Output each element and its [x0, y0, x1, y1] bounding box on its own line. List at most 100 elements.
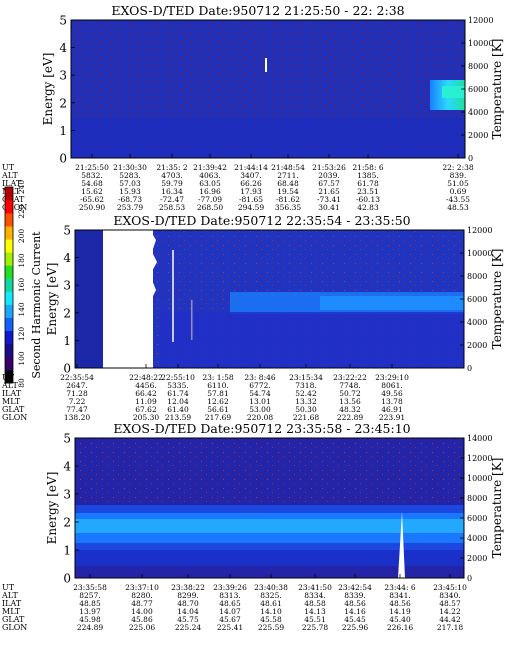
panel-3-row-label: GLON [2, 623, 27, 632]
panel-3-frame [74, 437, 465, 579]
panel-1-cell: -77.09 [198, 195, 222, 204]
panel-1: EXOS-D/TED Date:950712 21:25:50 - 22: 2:… [1, 3, 504, 212]
panel-2-cell: 213.59 [165, 413, 191, 422]
colorbar-segment [5, 356, 13, 371]
panel-2-cell: 23: 8:46 [244, 373, 276, 382]
panel-2-cell: 71.28 [66, 389, 88, 398]
panel-3-y2tick-label: 14000 [467, 434, 492, 443]
panel-3-cell: 45.67 [219, 615, 241, 624]
panel-3-cell: 48.56 [389, 599, 411, 608]
panel-3-ytick-label: 0 [63, 572, 71, 586]
colorbar-tick-label: 180 [17, 253, 26, 268]
panel-2-cell: 61.40 [167, 405, 189, 414]
panel-2-title: EXOS-D/TED Date:950712 22:35:54 - 23:35:… [113, 213, 410, 228]
panel-2-row-label: ALT [1, 381, 18, 390]
panel-2-row-label: GLAT [2, 405, 25, 414]
panel-1-ytick-label: 5 [59, 14, 67, 28]
colorbar-label: Second Harmonic Current [30, 231, 43, 379]
panel-3-ylabel: Energy [eV] [45, 472, 59, 545]
colorbar-segment [5, 226, 13, 240]
panel-2-spike-a [172, 250, 174, 342]
panel-3-y2tick-label: 4000 [467, 534, 487, 543]
panel-1-title: EXOS-D/TED Date:950712 21:25:50 - 22: 2:… [111, 3, 404, 18]
panel-1-cell: 839. [450, 171, 467, 180]
panel-3-cell: 45.98 [79, 615, 101, 624]
panel-2-y2tick-label: 4000 [467, 318, 487, 327]
panel-3-title: EXOS-D/TED Date:950712 23:35:58 - 23:45:… [113, 421, 410, 436]
colorbar-segment [5, 343, 13, 358]
panel-3-ytick-label: 5 [63, 432, 71, 446]
panel-3-ytick-label: 4 [63, 460, 71, 474]
panel-2-cell: 61.74 [167, 389, 189, 398]
panel-2-cell: 12.04 [167, 397, 189, 406]
panel-3-cell: 23:44: 6 [384, 583, 416, 592]
panel-2-cell: 67.62 [135, 405, 157, 414]
panel-3-y2label: Temperature [K] [490, 458, 504, 559]
panel-3-y2tick-label: 8000 [467, 494, 487, 503]
panel-1-y2tick-label: 0 [468, 154, 473, 163]
panel-2-cell: 22:48:22 [129, 373, 163, 382]
panel-1-y2tick-label: 4000 [468, 108, 488, 117]
panel-1-cell: 61.78 [357, 179, 379, 188]
panel-3-cell: 225.24 [175, 623, 201, 632]
panel-1-ytick-label: 2 [59, 96, 67, 110]
panel-2-y2tick-label: 8000 [467, 272, 487, 281]
panel-1-cell: 57.03 [119, 179, 141, 188]
panel-2-ytick-label: 3 [63, 279, 71, 293]
colorbar-segment [5, 252, 13, 266]
panel-1-cell: 68.48 [277, 179, 299, 188]
panel-3-cell: 8313. [219, 591, 240, 600]
panel-1-cell: 21:25:50 [75, 163, 109, 172]
panel-3-cell: 48.61 [260, 599, 281, 608]
panel-2-cell: 23:22:22 [333, 373, 367, 382]
panel-1-cell: 3407. [240, 171, 261, 180]
panel-1-cell: 42.83 [357, 203, 379, 212]
panel-3-cell: 48.58 [304, 599, 326, 608]
panel-2-cell: 7318. [295, 381, 316, 390]
panel-1-cell: 66.26 [240, 179, 262, 188]
panel-3-cell: 23:35:58 [73, 583, 107, 592]
panel-1-ytick-label: 1 [59, 124, 67, 138]
panel-1-cell: 4063. [199, 171, 220, 180]
panel-1-cell: -65.62 [80, 195, 104, 204]
colorbar-tick-label: 160 [17, 278, 26, 293]
panel-1-cell: 268.50 [197, 203, 223, 212]
panel-1-cell: 16.96 [199, 187, 221, 196]
panel-1-y2tick-label: 12000 [468, 16, 493, 25]
panel-3-cell: 8340. [439, 591, 460, 600]
panel-2-cell: 22:55:10 [161, 373, 195, 382]
panel-3-cell: 225.41 [217, 623, 243, 632]
panel-1-y2tick-label: 2000 [468, 131, 488, 140]
panel-3-cell: 48.65 [219, 599, 241, 608]
panel-2-ylabel: Energy [eV] [45, 263, 59, 336]
panel-2-cell: 50.72 [339, 389, 361, 398]
panel-1-cell: 23.51 [357, 187, 378, 196]
panel-1-cell: 5283. [119, 171, 140, 180]
panel-3-cell: 8257. [79, 591, 100, 600]
panel-3-cell: 225.59 [258, 623, 284, 632]
panel-1-y2tick-label: 8000 [468, 62, 488, 71]
panel-2-y2tick-label: 0 [467, 364, 472, 373]
panel-3-cell: 45.75 [177, 615, 199, 624]
panel-2-row-label: UT [2, 373, 15, 382]
panel-2-y2tick-label: 6000 [467, 295, 487, 304]
colorbar-tick-label: 140 [17, 302, 26, 317]
panel-2-cell: 50.30 [295, 405, 317, 414]
panel-2-cell: 12.62 [207, 397, 229, 406]
panel-3-cell: 48.85 [79, 599, 101, 608]
panel-1-cell: 21.65 [318, 187, 340, 196]
panel-3-cell: 45.86 [131, 615, 153, 624]
panel-2-y2tick-label: 10000 [467, 249, 492, 258]
panel-2-cell: 138.20 [64, 413, 90, 422]
panel-3-cell: 23:37:10 [125, 583, 159, 592]
panel-3-cell: 225.06 [129, 623, 155, 632]
panel-2-band-mid-core [320, 296, 464, 310]
panel-1-cell: 0.69 [450, 187, 467, 196]
panel-2-cell: 5335. [167, 381, 188, 390]
panel-3-cell: 226.16 [387, 623, 413, 632]
panel-1-cell: 253.79 [117, 203, 143, 212]
panel-2-cell: 46.91 [381, 405, 402, 414]
panel-3-cell: 14.10 [260, 607, 282, 616]
panel-1-ytick-label: 3 [59, 69, 67, 83]
